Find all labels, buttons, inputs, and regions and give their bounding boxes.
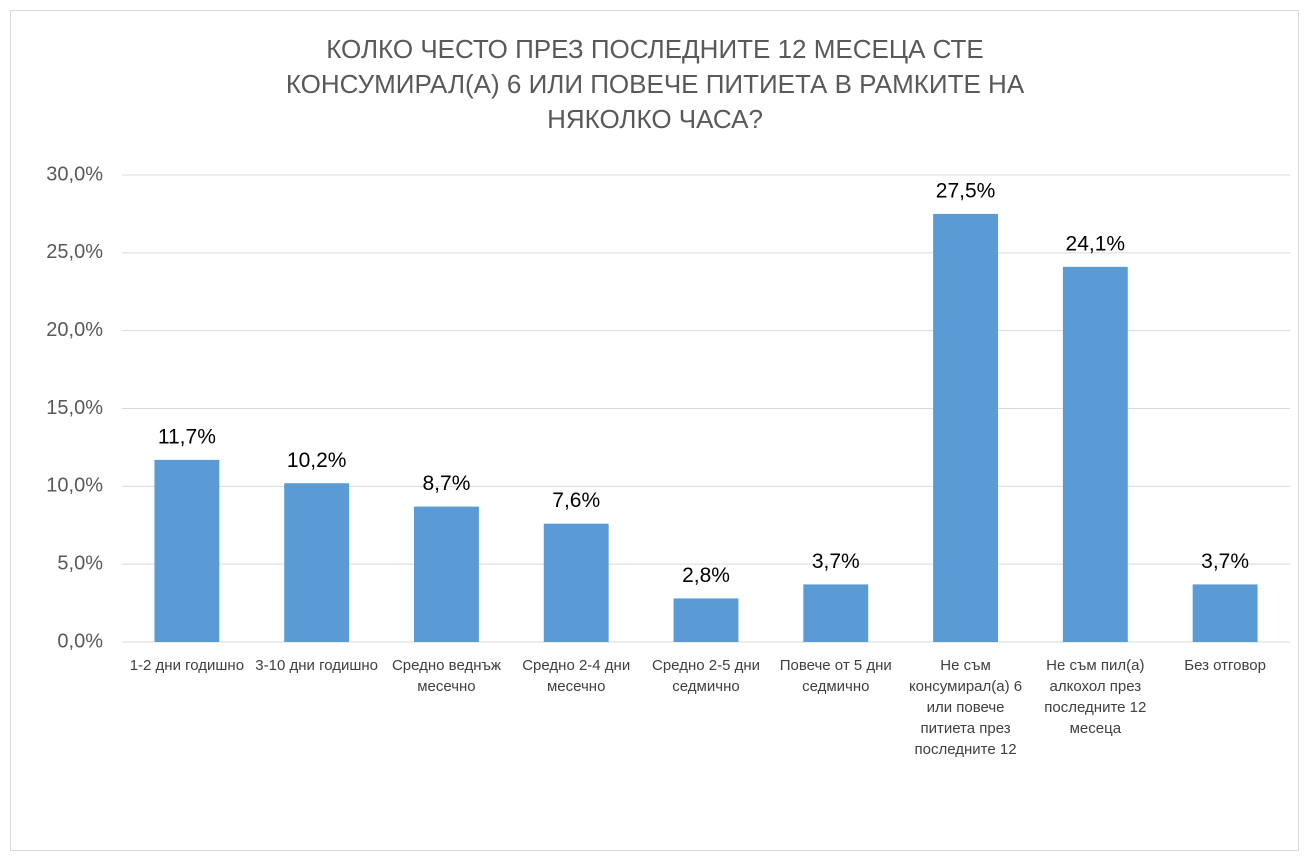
x-tick-label: Не съм консумирал(а) 6 или повече питиет… <box>908 657 1023 758</box>
bar <box>933 213 998 642</box>
x-tick-label: Средно веднъж месечно <box>391 657 501 695</box>
bar <box>284 483 350 642</box>
bar <box>1062 266 1128 642</box>
chart-title: КОЛКО ЧЕСТО ПРЕЗ ПОСЛЕДНИТЕ 12 МЕСЕЦА СТ… <box>326 34 984 64</box>
y-tick-label: 0,0% <box>57 630 103 652</box>
x-tick-label: 1-2 дни годишно <box>129 657 245 674</box>
y-tick-label: 5,0% <box>57 552 103 574</box>
y-tick-label: 30,0% <box>46 163 103 185</box>
bar <box>154 459 220 642</box>
data-label: 2,8% <box>682 564 730 587</box>
data-label: 24,1% <box>1066 232 1126 255</box>
chart-title: КОНСУМИРАЛ(А) 6 ИЛИ ПОВЕЧЕ ПИТИЕТА В РАМ… <box>286 69 1025 99</box>
x-tick-label: Средно 2-4 дни месечно <box>522 657 631 695</box>
x-tick-label: Средно 2-5 дни седмично <box>652 657 760 695</box>
data-label: 3,7% <box>812 550 860 573</box>
bar <box>414 506 479 642</box>
data-label: 27,5% <box>936 179 996 202</box>
y-tick-label: 10,0% <box>46 475 103 497</box>
data-label: 10,2% <box>287 449 347 472</box>
x-tick-label: Не съм пил(а) алкохол през последните 12… <box>1044 657 1147 737</box>
data-label: 3,7% <box>1201 550 1249 573</box>
y-tick-label: 15,0% <box>46 397 103 419</box>
data-label: 11,7% <box>158 425 216 448</box>
bar <box>1192 584 1258 642</box>
y-tick-label: 25,0% <box>46 241 103 263</box>
chart-title: НЯКОЛКО ЧАСА? <box>547 104 763 134</box>
data-label: 7,6% <box>552 489 600 512</box>
x-tick-label: 3-10 дни годишно <box>255 657 379 674</box>
x-tick-label: Повече от 5 дни седмично <box>779 657 892 695</box>
bar <box>803 584 869 642</box>
bar <box>673 598 739 642</box>
x-tick-label: Без отговор <box>1184 657 1266 674</box>
bar <box>543 523 609 642</box>
data-label: 8,7% <box>423 472 471 495</box>
y-tick-label: 20,0% <box>46 319 103 341</box>
